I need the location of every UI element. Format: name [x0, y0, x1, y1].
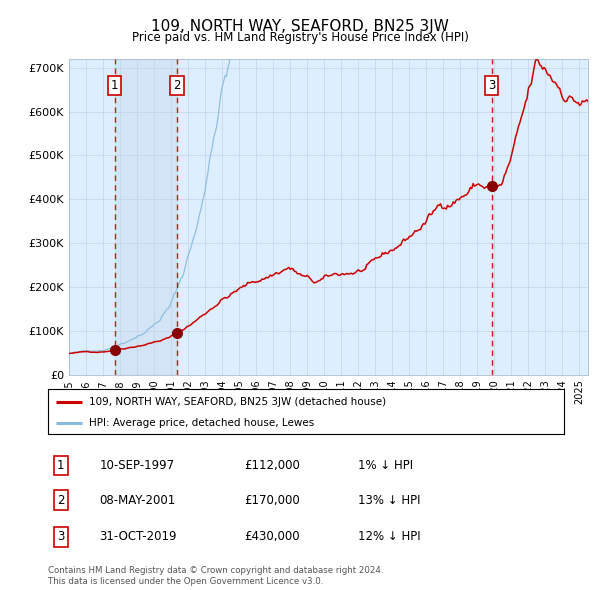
Text: 12% ↓ HPI: 12% ↓ HPI — [358, 530, 420, 543]
Text: 1: 1 — [111, 79, 119, 92]
Text: 3: 3 — [488, 79, 495, 92]
Text: 31-OCT-2019: 31-OCT-2019 — [100, 530, 177, 543]
Text: 13% ↓ HPI: 13% ↓ HPI — [358, 493, 420, 507]
Text: HPI: Average price, detached house, Lewes: HPI: Average price, detached house, Lewe… — [89, 418, 314, 428]
Text: 109, NORTH WAY, SEAFORD, BN25 3JW: 109, NORTH WAY, SEAFORD, BN25 3JW — [151, 19, 449, 34]
Text: 10-SEP-1997: 10-SEP-1997 — [100, 459, 175, 472]
Text: This data is licensed under the Open Government Licence v3.0.: This data is licensed under the Open Gov… — [48, 577, 323, 586]
Text: £170,000: £170,000 — [244, 493, 300, 507]
Text: 3: 3 — [57, 530, 65, 543]
Text: 2: 2 — [57, 493, 65, 507]
Text: Contains HM Land Registry data © Crown copyright and database right 2024.: Contains HM Land Registry data © Crown c… — [48, 566, 383, 575]
Text: 2: 2 — [173, 79, 181, 92]
Bar — [115, 59, 177, 375]
Text: Price paid vs. HM Land Registry's House Price Index (HPI): Price paid vs. HM Land Registry's House … — [131, 31, 469, 44]
Text: 1: 1 — [57, 459, 65, 472]
Text: 1% ↓ HPI: 1% ↓ HPI — [358, 459, 413, 472]
Text: 109, NORTH WAY, SEAFORD, BN25 3JW (detached house): 109, NORTH WAY, SEAFORD, BN25 3JW (detac… — [89, 397, 386, 407]
Text: £430,000: £430,000 — [244, 530, 300, 543]
Text: £112,000: £112,000 — [244, 459, 300, 472]
Text: 08-MAY-2001: 08-MAY-2001 — [100, 493, 176, 507]
